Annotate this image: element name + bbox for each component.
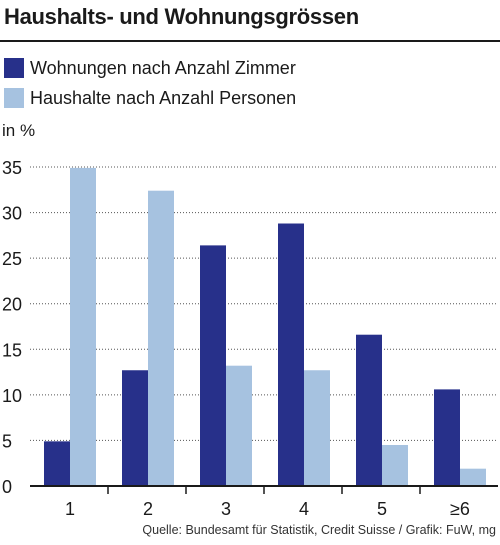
bar-wohnungen-1 — [44, 441, 70, 486]
y-axis-label: in % — [2, 121, 35, 140]
bar-haushalte-4 — [304, 370, 330, 486]
legend-swatch-haushalte — [4, 88, 24, 108]
bar-wohnungen-2 — [122, 370, 148, 486]
source-note: Quelle: Bundesamt für Statistik, Credit … — [142, 523, 496, 537]
y-tick-label-10: 10 — [2, 386, 22, 406]
y-tick-label-25: 25 — [2, 249, 22, 269]
x-tick-label-6: ≥6 — [450, 499, 470, 519]
legend-label-wohnungen: Wohnungen nach Anzahl Zimmer — [30, 57, 296, 78]
y-tick-label-0: 0 — [2, 477, 12, 497]
legend-label-haushalte: Haushalte nach Anzahl Personen — [30, 87, 297, 108]
bar-wohnungen-5 — [356, 334, 382, 486]
x-tick-label-5: 5 — [377, 499, 387, 519]
bar-wohnungen-4 — [278, 223, 304, 486]
legend-item-wohnungen: Wohnungen nach Anzahl Zimmer — [4, 57, 296, 79]
title-divider — [0, 40, 500, 42]
y-tick-label-5: 5 — [2, 431, 12, 451]
x-tick-label-2: 2 — [143, 499, 153, 519]
bar-haushalte-6 — [460, 468, 486, 486]
bar-wohnungen-6 — [434, 389, 460, 486]
y-tick-label-30: 30 — [2, 204, 22, 224]
legend-item-haushalte: Haushalte nach Anzahl Personen — [4, 87, 296, 109]
y-tick-label-15: 15 — [2, 340, 22, 360]
bar-haushalte-2 — [148, 190, 174, 486]
bar-haushalte-5 — [382, 444, 408, 486]
y-tick-label-20: 20 — [2, 295, 22, 315]
bar-wohnungen-3 — [200, 245, 226, 486]
y-tick-label-35: 35 — [2, 158, 22, 178]
chart-title: Haushalts- und Wohnungsgrössen — [4, 4, 359, 29]
bar-chart: in % 0 5 10 15 20 25 30 35 1 2 3 4 5 ≥6 — [2, 121, 498, 519]
x-tick-label-1: 1 — [65, 499, 75, 519]
x-tick-label-4: 4 — [299, 499, 309, 519]
bar-haushalte-1 — [70, 167, 96, 486]
bar-haushalte-3 — [226, 365, 252, 486]
legend-swatch-wohnungen — [4, 58, 24, 78]
x-tick-label-3: 3 — [221, 499, 231, 519]
